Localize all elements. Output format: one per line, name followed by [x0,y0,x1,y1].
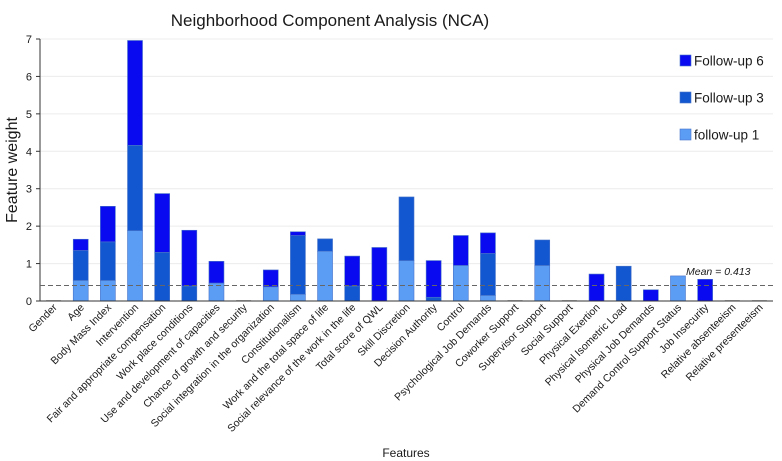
axes [39,39,773,302]
y-tick-label: 6 [26,71,32,83]
legend-swatch [679,54,692,67]
legend-label: follow-up 1 [694,128,759,143]
y-tick-label: 5 [26,109,32,121]
y-ticks: 0 1 2 3 4 5 6 7 [26,34,40,308]
y-axis-title: Feature weight [4,117,21,223]
bar-segment [398,260,415,302]
bar-segment [480,232,496,254]
bar-segment [697,278,713,302]
bar-segment [480,295,496,302]
bar-segment [127,230,143,302]
bar-segment [154,252,170,302]
legend-label: Follow-up 6 [694,54,764,69]
bar-segment [371,247,388,302]
bar-segment [534,265,551,302]
bar-segment [100,206,116,243]
mean-line-group: Mean = 0.413 [40,266,773,287]
bar-segment [72,280,89,302]
x-axis-title: Features [382,446,429,460]
bar-segment [344,285,361,302]
bar-segment [208,261,225,284]
x-tick-label: Age [65,302,87,324]
mean-label: Mean = 0.413 [686,266,751,278]
bar-segment [588,273,605,302]
bars [46,40,767,302]
bar-segment [425,296,442,302]
bar-segment [181,285,198,302]
bar-segment [615,265,632,302]
bar-segment [127,144,143,231]
bar-segment [154,193,170,253]
bar-segment [480,253,496,296]
bar-segment [317,250,333,302]
bar-segment [643,289,659,302]
bar-segment [670,275,686,302]
legend-swatch [679,128,692,141]
bar-segment [290,293,306,302]
bar-segment [100,241,116,281]
bar-segment [452,265,469,302]
bar-segment [72,238,89,251]
bar-segment [398,196,415,261]
bar-segment [181,229,198,287]
legend: Follow-up 6 Follow-up 3 follow-up 1 [679,54,764,143]
y-tick-label: 1 [26,259,32,271]
y-tick-label: 7 [26,34,32,46]
bar-segment [317,238,333,252]
bar-segment [290,231,306,236]
bar-segment [262,269,279,288]
legend-label: Follow-up 3 [694,91,764,106]
bar-segment [72,250,89,281]
y-tick-label: 0 [26,296,32,308]
chart-title: Neighborhood Component Analysis (NCA) [171,11,489,30]
bar-segment [452,235,469,266]
bar-segment [262,286,279,302]
y-tick-label: 2 [26,221,32,233]
bar-segment [344,255,361,287]
legend-swatch [679,91,692,104]
bar-segment [127,40,143,146]
bar-segment [100,280,116,302]
y-tick-label: 4 [26,146,32,158]
bar-segment [534,239,551,266]
bar-segment [425,260,442,298]
y-tick-label: 3 [26,184,32,196]
